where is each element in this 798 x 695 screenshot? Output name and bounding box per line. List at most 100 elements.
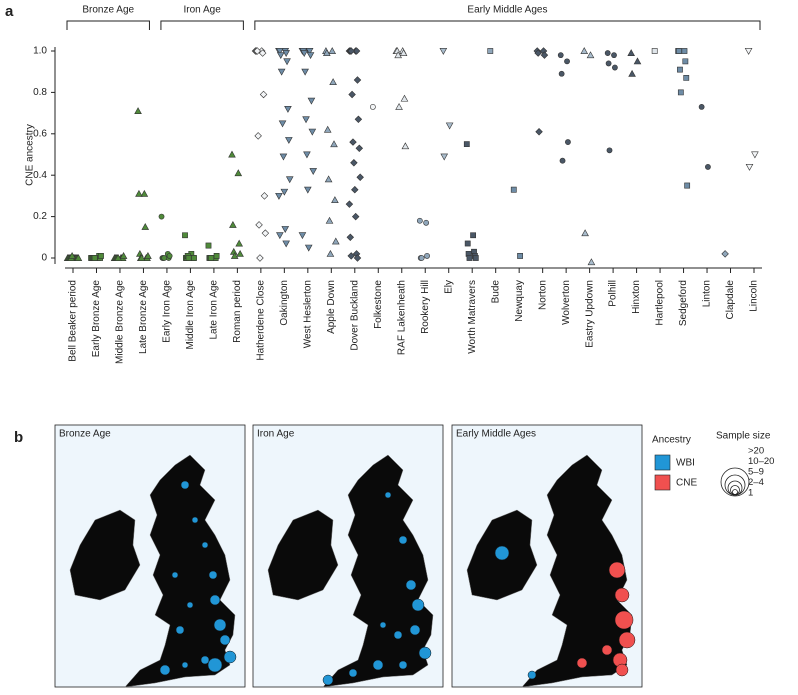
group-bracket bbox=[66, 20, 150, 30]
map-site bbox=[209, 594, 221, 606]
point bbox=[281, 226, 290, 233]
point bbox=[114, 254, 122, 261]
map-site bbox=[398, 660, 408, 670]
point bbox=[213, 253, 220, 259]
point bbox=[91, 255, 98, 261]
map-site bbox=[372, 659, 384, 671]
map-site bbox=[191, 516, 199, 524]
x-tick-label: West Heslerton bbox=[302, 280, 313, 348]
legend-label: WBI bbox=[676, 458, 695, 469]
point bbox=[517, 253, 523, 259]
group-bracket bbox=[254, 20, 761, 30]
point bbox=[353, 76, 362, 84]
size-circle bbox=[720, 467, 750, 497]
x-tick-label: Early Bronze Age bbox=[91, 280, 102, 358]
point bbox=[74, 254, 83, 261]
point bbox=[440, 153, 449, 161]
point bbox=[309, 168, 318, 175]
map-site bbox=[614, 587, 630, 603]
point bbox=[633, 57, 642, 65]
size-label: 10–20 bbox=[748, 456, 774, 467]
point bbox=[349, 138, 357, 146]
point bbox=[191, 255, 197, 261]
x-tick-label: Late Iron Age bbox=[209, 280, 220, 340]
map-site bbox=[208, 570, 218, 580]
point bbox=[277, 68, 286, 76]
point bbox=[558, 70, 565, 77]
x-tick-label: Apple Down bbox=[326, 280, 337, 334]
x-tick-label: Rookery Hill bbox=[420, 280, 431, 334]
map-site bbox=[171, 571, 179, 579]
point bbox=[331, 196, 339, 203]
map-site bbox=[207, 657, 223, 673]
group-bracket bbox=[160, 20, 244, 30]
y-tick-label: 1.0 bbox=[33, 46, 47, 57]
map-site bbox=[608, 561, 626, 579]
point bbox=[352, 47, 361, 55]
x-tick-label: Linton bbox=[702, 280, 713, 307]
point bbox=[298, 232, 307, 240]
point bbox=[586, 51, 595, 59]
maps: Bronze Age Iron Age Early Middle Ages bbox=[54, 424, 643, 688]
point bbox=[423, 219, 430, 226]
point bbox=[606, 147, 613, 154]
point bbox=[234, 169, 243, 177]
point bbox=[354, 115, 363, 124]
point bbox=[166, 253, 173, 259]
x-tick-label: Eastry Updown bbox=[584, 280, 595, 348]
point bbox=[677, 66, 683, 73]
point bbox=[587, 258, 596, 266]
point bbox=[604, 50, 611, 56]
legend-title: Ancestry bbox=[652, 435, 691, 446]
point bbox=[253, 47, 261, 55]
point bbox=[325, 216, 334, 224]
point bbox=[470, 232, 477, 239]
size-circle bbox=[732, 489, 738, 495]
point bbox=[329, 78, 337, 85]
x-tick-label: Newquay bbox=[514, 280, 525, 322]
point bbox=[276, 52, 285, 60]
point bbox=[306, 52, 315, 60]
point bbox=[676, 48, 682, 54]
size-circle bbox=[730, 485, 740, 495]
point bbox=[395, 102, 403, 110]
point bbox=[346, 233, 355, 242]
point bbox=[416, 217, 423, 224]
size-circle bbox=[724, 474, 746, 496]
map-site bbox=[614, 610, 634, 630]
x-tick-label: Folkestone bbox=[373, 280, 384, 329]
legend-label: CNE bbox=[676, 478, 697, 489]
point bbox=[628, 69, 636, 77]
x-tick-label: Polhill bbox=[608, 280, 619, 307]
point bbox=[705, 164, 711, 170]
map-site bbox=[494, 545, 510, 561]
point bbox=[235, 239, 243, 247]
map-site bbox=[615, 663, 629, 677]
map-site bbox=[322, 674, 334, 686]
point bbox=[258, 49, 267, 57]
point bbox=[98, 253, 104, 259]
point bbox=[328, 47, 337, 54]
point bbox=[534, 49, 542, 57]
y-tick-label: 0.4 bbox=[33, 170, 47, 181]
point bbox=[744, 48, 753, 55]
map-site bbox=[159, 664, 171, 676]
map-site bbox=[405, 579, 417, 591]
point bbox=[683, 75, 690, 81]
map-site bbox=[219, 634, 231, 646]
legend-swatch bbox=[654, 474, 671, 491]
point bbox=[350, 159, 358, 167]
size-label: 1 bbox=[748, 488, 753, 499]
point bbox=[439, 48, 448, 55]
point bbox=[332, 237, 340, 245]
point bbox=[135, 189, 143, 197]
x-tick-label: Bude bbox=[490, 280, 501, 304]
point bbox=[279, 153, 288, 161]
point bbox=[472, 255, 479, 261]
point bbox=[284, 106, 292, 113]
group-label: Iron Age bbox=[184, 5, 222, 16]
map-site bbox=[418, 646, 432, 660]
point bbox=[308, 128, 317, 136]
point bbox=[254, 132, 262, 140]
